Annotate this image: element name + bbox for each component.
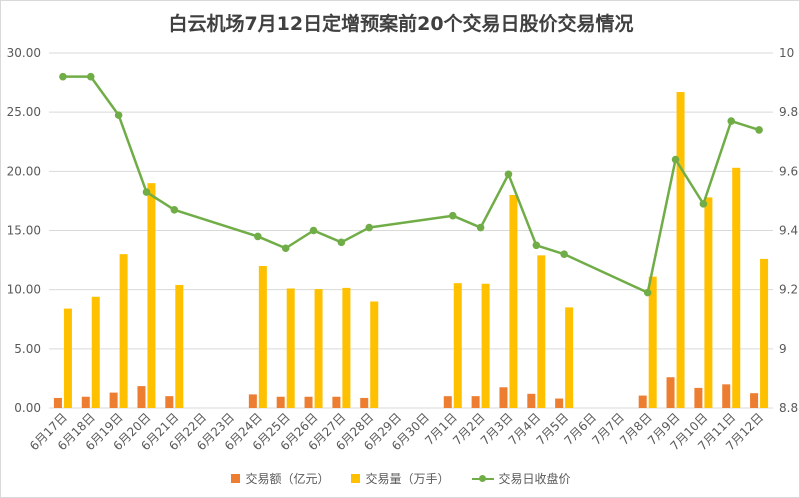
point-close-price [365,223,374,232]
y-right-tick-label: 9 [779,342,787,356]
y-right-tick-label: 9.6 [779,164,798,178]
bar-amount [137,386,146,408]
bar-volume [286,288,295,408]
bar-volume [453,283,462,408]
point-close-price [281,244,290,253]
bar-volume [704,197,713,408]
point-close-price [476,223,485,232]
y-right-tick-label: 8.8 [779,401,798,415]
bar-amount [499,387,508,408]
bar-amount [694,387,703,408]
bar-volume [119,254,128,408]
bar-amount [248,394,257,408]
bar-volume [648,276,657,408]
y-right-tick-label: 10 [779,46,794,60]
bar-amount [638,395,647,408]
legend-item-amount: 交易额（亿元） [231,470,329,487]
bar-volume [175,284,184,408]
bar-amount [471,396,480,408]
bar-volume [509,195,518,408]
point-close-price [727,117,736,125]
point-close-price [114,111,123,119]
legend-item-volume: 交易量（万手） [351,470,450,487]
y-left-tick-label: 5.00 [14,342,41,356]
point-close-price [755,126,763,134]
point-close-price [254,232,262,241]
legend-item-close-price: 交易日收盘价 [471,470,571,487]
bar-volume [147,183,156,408]
bar-amount [109,392,118,408]
bar-volume [258,266,267,408]
point-close-price [86,72,95,81]
point-close-price [532,241,541,250]
point-close-price [699,200,708,208]
legend-label-amount: 交易额（亿元） [245,472,330,486]
bar-volume [314,289,323,408]
bar-amount [276,396,285,408]
legend-swatch-close-price [471,474,494,483]
bar-amount [722,384,731,408]
legend-label-close-price: 交易日收盘价 [498,472,571,486]
bar-amount [527,393,536,408]
bar-amount [304,396,313,408]
bar-amount [81,396,90,408]
point-close-price [671,155,680,164]
point-close-price [448,211,457,220]
chart-title: 白云机场7月12日定增预案前20个交易日股价交易情况 [168,13,634,35]
legend-label-volume: 交易量（万手） [365,472,450,486]
bar-volume [732,167,741,408]
bar-volume [676,92,685,409]
bar-amount [666,377,675,408]
bar-amount [332,396,341,408]
bar-volume [63,308,72,408]
point-close-price [337,238,346,247]
bar-volume [91,296,100,408]
y-left-tick-label: 20.00 [7,164,41,178]
point-close-price [504,170,513,179]
bar-amount [443,396,452,408]
point-close-price [643,288,652,297]
legend-swatch-volume [351,474,361,483]
y-left-tick-label: 10.00 [7,283,41,297]
bar-amount [750,393,759,408]
bar-volume [537,255,546,408]
bar-volume [342,287,351,408]
y-right-tick-label: 9.4 [779,224,798,238]
point-close-price [142,188,151,196]
bar-amount [53,397,62,408]
y-right-tick-label: 9.8 [779,105,798,119]
y-right-tick-label: 9.2 [779,283,798,297]
y-left-tick-label: 15.00 [7,224,41,238]
point-close-price [309,226,318,235]
y-left-tick-label: 0.00 [14,401,41,415]
y-left-tick-label: 25.00 [7,105,41,119]
point-close-price [170,205,179,214]
chart-plot: 0.00 5.00 10.00 15.00 20.00 25.00 30.00 8.8 9 9.2… [7,46,798,453]
bar-volume [370,301,379,408]
bar-volume [481,283,490,408]
bar-amount [555,398,564,408]
bar-amount [360,397,369,408]
bar-volume [565,307,574,408]
y-left-tick-label: 30.00 [7,46,41,60]
point-close-price [59,72,67,81]
line-close-price [62,75,760,294]
legend-swatch-amount [231,474,241,483]
point-close-price [560,250,568,258]
bar-volume [760,258,769,408]
chart-legend: 交易额（亿元） 交易量（万手） 交易日收盘价 [1,470,800,487]
bar-amount [165,396,174,408]
